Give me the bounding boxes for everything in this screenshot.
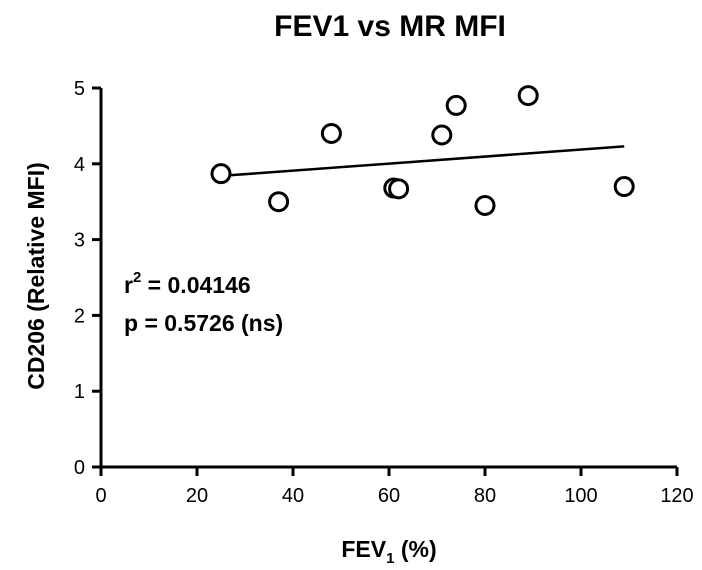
data-point <box>474 194 496 216</box>
data-points <box>210 85 635 216</box>
tick-group: 0 20 40 60 80 100 120 0 1 2 3 4 5 <box>74 78 694 507</box>
p-value-annotation: p = 0.5726 (ns) <box>124 310 283 336</box>
x-tick-label: 20 <box>186 485 208 507</box>
x-tick-label: 100 <box>564 485 597 507</box>
y-tick-label: 1 <box>74 381 85 403</box>
x-axis-label-unit: (%) <box>394 536 436 562</box>
x-axis-label-subscript: 1 <box>386 550 394 567</box>
x-tick-label: 40 <box>282 485 304 507</box>
r-squared-annotation: r2 = 0.04146 <box>124 269 251 298</box>
y-axis-label: CD206 (Relative MFI) <box>23 162 49 390</box>
data-point <box>320 122 342 144</box>
y-tick-label: 3 <box>74 230 85 252</box>
x-axis-label: FEV1 (%) <box>341 536 436 567</box>
x-tick-label: 0 <box>95 485 106 507</box>
data-point <box>517 85 539 107</box>
y-tick-label: 4 <box>74 154 85 176</box>
data-point <box>445 94 467 116</box>
r-squared-value: = 0.04146 <box>141 272 250 298</box>
y-tick-label: 0 <box>74 457 85 479</box>
r-squared-prefix: r <box>124 272 133 298</box>
chart-title: FEV1 vs MR MFI <box>274 10 506 43</box>
fit-line-group <box>220 145 625 178</box>
regression-line <box>220 145 625 178</box>
x-tick-label: 60 <box>378 485 400 507</box>
y-tick-label: 2 <box>74 305 85 327</box>
data-point <box>388 178 410 200</box>
data-point <box>210 163 232 185</box>
y-tick-label: 5 <box>74 78 85 100</box>
data-point <box>431 124 453 146</box>
x-axis-label-main: FEV <box>341 536 386 562</box>
data-point <box>268 191 290 213</box>
data-point <box>613 176 635 198</box>
x-tick-label: 120 <box>660 485 693 507</box>
x-tick-label: 80 <box>474 485 496 507</box>
r-squared-superscript: 2 <box>133 269 141 286</box>
